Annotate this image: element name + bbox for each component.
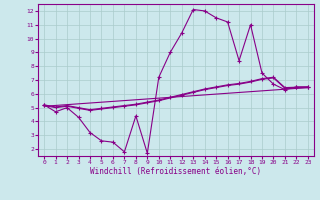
X-axis label: Windchill (Refroidissement éolien,°C): Windchill (Refroidissement éolien,°C)	[91, 167, 261, 176]
